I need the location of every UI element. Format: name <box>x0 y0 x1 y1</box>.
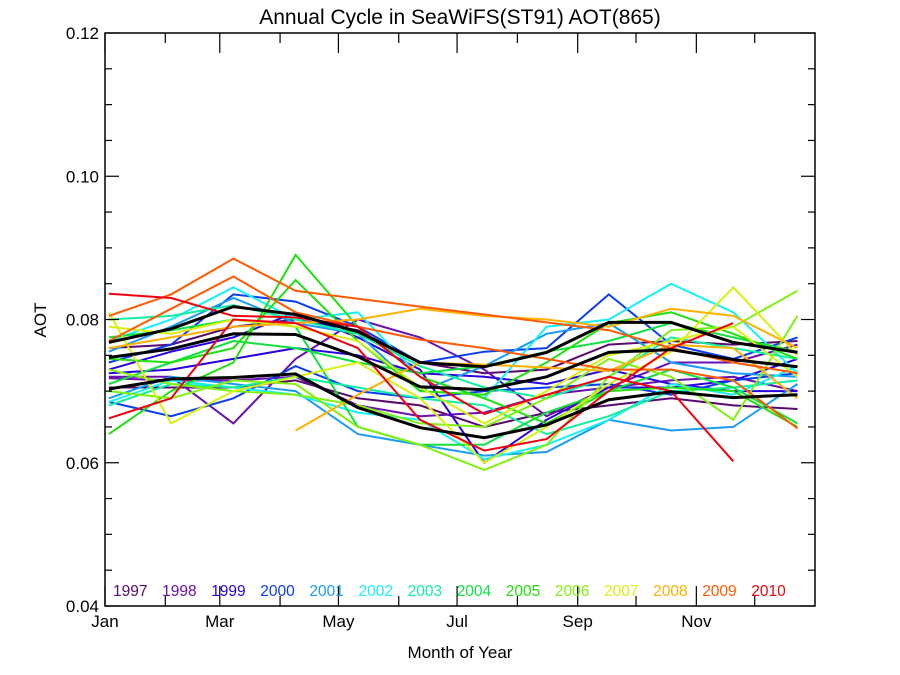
series-line-2003-b <box>108 375 798 436</box>
x-axis-title: Month of Year <box>408 643 513 662</box>
legend-item-2005: 2005 <box>506 583 540 600</box>
x-axis: Jan Mar May Jul Sep Nov <box>91 33 756 631</box>
series-line-climatology-upper <box>108 305 798 369</box>
legend-item-2006: 2006 <box>555 583 589 600</box>
x-tick-label: Jan <box>91 612 118 631</box>
legend: 1997 1998 1999 2000 2001 2002 2003 2004 2005 2006… <box>113 583 786 600</box>
legend-item-1998: 1998 <box>162 583 196 600</box>
y-axis-title: AOT <box>31 303 50 338</box>
legend-item-2000: 2000 <box>260 583 295 600</box>
series-line-2007-b <box>108 318 799 425</box>
series-line-2005-b <box>108 278 798 396</box>
series-line-2010-b <box>108 318 734 452</box>
x-tick-label: May <box>322 612 355 631</box>
legend-item-2004: 2004 <box>457 583 492 600</box>
y-tick-label: 0.08 <box>66 311 99 330</box>
series-line-2009-b <box>108 275 799 430</box>
series-line-2008-a <box>295 343 799 432</box>
series-line-1998-a <box>108 318 798 425</box>
y-tick-label: 0.06 <box>66 454 99 473</box>
series-line-1998-b <box>108 375 798 418</box>
series-line-2010-a <box>108 292 735 462</box>
legend-item-1997: 1997 <box>113 583 147 600</box>
chart-title: Annual Cycle in SeaWiFS(ST91) AOT(865) <box>259 6 660 29</box>
series-line-climatology-lower <box>108 372 798 440</box>
series-line-2006-a <box>108 289 798 471</box>
y-tick-label: 0.12 <box>66 24 99 43</box>
plot-frame <box>104 32 816 607</box>
series-line-2007-a <box>108 285 799 465</box>
y-tick-label: 0.04 <box>66 597 99 616</box>
legend-item-2010: 2010 <box>751 583 786 600</box>
x-tick-label: Nov <box>681 612 712 631</box>
legend-item-2008: 2008 <box>653 583 687 600</box>
legend-item-1999: 1999 <box>211 583 245 600</box>
legend-item-2003: 2003 <box>408 583 442 600</box>
series-line-2008-b <box>108 307 798 350</box>
series-line-2006-b <box>108 315 799 428</box>
series-line-climatology-mean <box>108 332 798 392</box>
legend-item-2001: 2001 <box>309 583 343 600</box>
series-line-2001-a <box>108 296 798 393</box>
y-axis: 0.04 0.06 0.08 0.10 0.12 <box>66 24 815 616</box>
y-tick-label: 0.10 <box>66 167 99 186</box>
x-tick-label: Mar <box>205 612 235 631</box>
legend-item-2009: 2009 <box>702 583 736 600</box>
x-tick-label: Sep <box>563 612 593 631</box>
legend-item-2007: 2007 <box>604 583 638 600</box>
plot-lines <box>108 253 799 471</box>
legend-item-2002: 2002 <box>359 583 393 600</box>
x-tick-label: Jul <box>446 612 468 631</box>
